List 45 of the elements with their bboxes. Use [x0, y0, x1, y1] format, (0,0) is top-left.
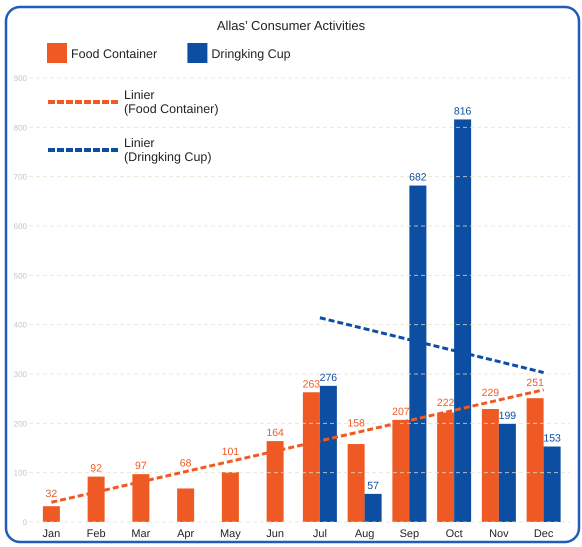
data-label: 251 — [526, 376, 544, 389]
x-tick-label: Apr — [177, 528, 195, 540]
x-tick-label: Nov — [489, 528, 510, 540]
y-tick-label: 800 — [14, 123, 28, 132]
x-tick-label: Dec — [534, 528, 554, 540]
y-tick-label: 400 — [14, 320, 28, 330]
y-tick-label: 500 — [14, 271, 28, 280]
x-tick-label: Oct — [446, 528, 463, 540]
y-tick-label: 300 — [14, 370, 28, 379]
legend-label: Linier (Food Container) — [124, 88, 218, 116]
y-tick-label: 600 — [14, 222, 28, 231]
data-label: 229 — [482, 386, 500, 399]
data-label: 164 — [266, 427, 284, 440]
legend-label: Food Container — [71, 47, 158, 61]
x-tick-label: Sep — [400, 528, 420, 540]
data-label: 32 — [46, 488, 58, 500]
y-tick-label: 0 — [22, 518, 28, 527]
data-label: 68 — [180, 457, 192, 470]
data-label: 158 — [347, 417, 366, 430]
x-tick-label: Jul — [312, 528, 327, 540]
x-tick-label: Jan — [42, 528, 60, 540]
x-tick-label: Aug — [354, 528, 374, 540]
chart-title: Allas’ Consumer Activities — [216, 18, 366, 33]
y-tick-label: 700 — [14, 172, 28, 182]
y-tick-label: 200 — [14, 419, 28, 428]
legend-label: Linier (Dringking Cup) — [124, 136, 212, 164]
data-label: 92 — [90, 462, 102, 475]
data-label: 816 — [454, 105, 472, 118]
data-label: 57 — [367, 480, 380, 492]
data-label: 263 — [302, 378, 320, 390]
y-tick-label: 100 — [14, 468, 28, 478]
data-label: 276 — [320, 372, 338, 384]
x-tick-label: May — [220, 528, 242, 540]
x-tick-label: Jun — [266, 528, 284, 540]
legend-label: Dringking Cup — [211, 47, 291, 61]
x-tick-label: Mar — [131, 528, 151, 540]
data-label: 101 — [222, 446, 240, 458]
y-tick-label: 900 — [14, 74, 28, 83]
data-label: 97 — [135, 460, 147, 472]
data-label: 222 — [436, 397, 455, 410]
data-label: 199 — [498, 410, 516, 422]
x-tick-label: Feb — [86, 528, 106, 540]
data-label: 207 — [392, 406, 410, 418]
data-label: 682 — [409, 172, 427, 184]
data-label: 153 — [543, 432, 562, 445]
